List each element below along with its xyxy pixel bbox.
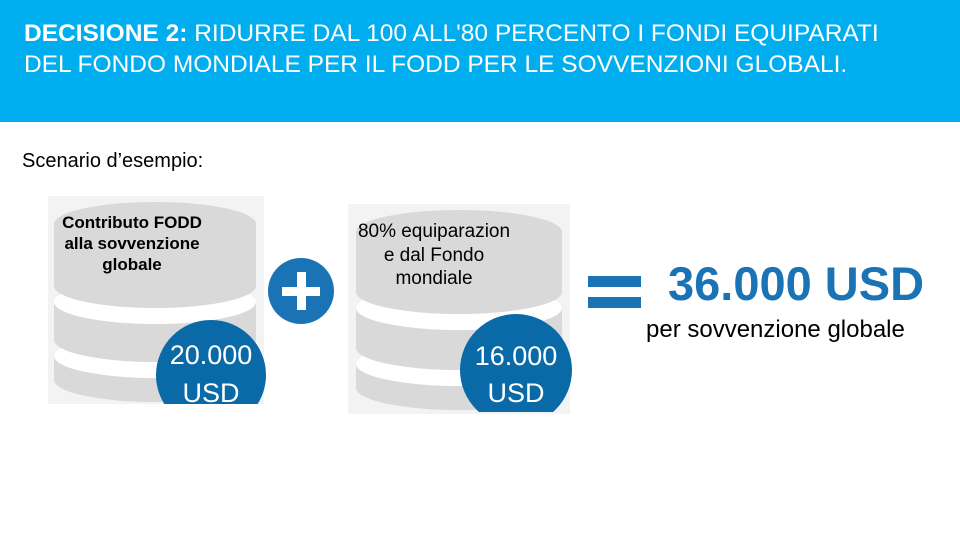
title-text: RIDURRE DAL 100 ALL'80 PERCENTO I FONDI … <box>24 20 879 78</box>
database-left-label: Contributo FODD alla sovvenzione globale <box>62 213 202 274</box>
total-caption: per sovvenzione globale <box>646 316 905 343</box>
amount-left-value: 20.000 <box>169 340 253 370</box>
equals-bar-bottom <box>588 297 641 308</box>
amount-circle-left: 20.000 USD <box>156 320 266 408</box>
amount-left-currency: USD <box>182 378 240 408</box>
plus-icon <box>268 258 334 324</box>
equals-bar-top <box>588 276 641 287</box>
amount-right-value: 16.000 <box>474 341 558 371</box>
title-banner: DECISIONE 2: RIDURRE DAL 100 ALL'80 PERC… <box>0 0 960 122</box>
amount-right-currency: USD <box>487 378 545 408</box>
slide-title: DECISIONE 2: RIDURRE DAL 100 ALL'80 PERC… <box>24 18 924 80</box>
title-lead: DECISIONE 2: <box>24 20 188 47</box>
amount-circle-right: 16.000 USD <box>460 314 572 412</box>
total-amount: 36.000 USD <box>668 257 925 310</box>
scenario-label: Scenario d’esempio: <box>22 150 204 172</box>
database-right-label: 80% equiparazion e dal Fondo mondiale <box>357 221 511 289</box>
